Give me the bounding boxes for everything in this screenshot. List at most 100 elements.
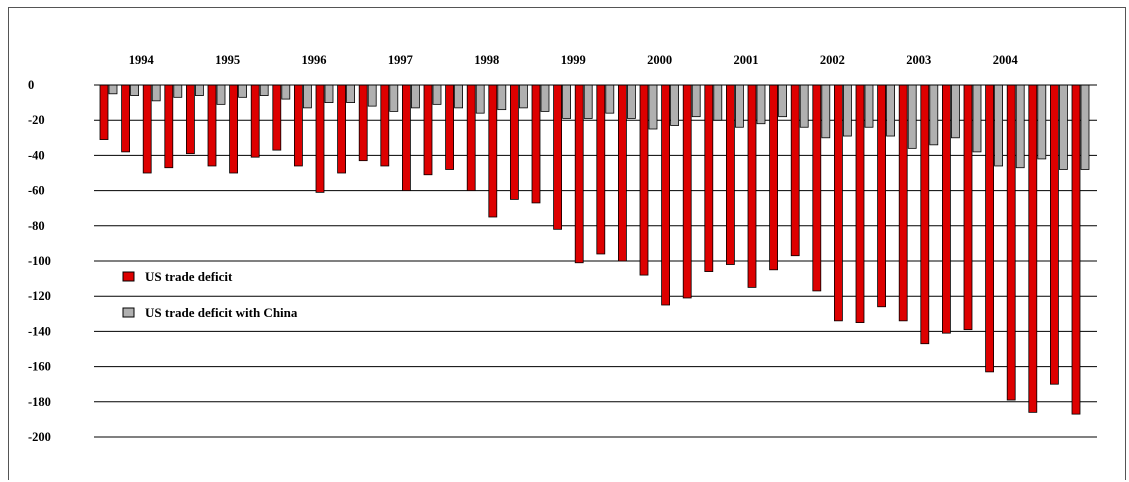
chart-frame bbox=[8, 7, 1126, 480]
bar-us-trade-deficit bbox=[769, 84, 778, 271]
bar-us-trade-deficit bbox=[834, 84, 843, 322]
bar-us-trade-deficit bbox=[1028, 84, 1038, 413]
bar-us-trade-deficit bbox=[963, 84, 973, 331]
bar-us-trade-deficit bbox=[164, 84, 174, 169]
gridlines bbox=[94, 119, 1097, 438]
bar-us-trade-deficit-china bbox=[475, 84, 485, 114]
bar-us-trade-deficit bbox=[661, 84, 670, 306]
bar-us-trade-deficit bbox=[855, 84, 865, 324]
bar-us-trade-deficit-china bbox=[929, 84, 939, 146]
bar-us-trade-deficit bbox=[293, 84, 303, 167]
bar-us-trade-deficit bbox=[898, 84, 908, 322]
bar-us-trade-deficit-china bbox=[497, 84, 507, 111]
x-tick-label-year: 1994 bbox=[129, 53, 155, 67]
year-labels: 1994 1995 1996 1997 1998 1999 2000 2001 2002 2003… bbox=[129, 53, 1019, 67]
bar-us-trade-deficit-china bbox=[432, 84, 442, 105]
bar-us-trade-deficit bbox=[337, 84, 347, 174]
x-tick-label-year: 2000 bbox=[647, 53, 672, 67]
x-tick-label-year: 1998 bbox=[474, 53, 499, 67]
bar-us-trade-deficit bbox=[358, 84, 368, 162]
x-tick-label-year: 1996 bbox=[302, 53, 327, 67]
bar-us-trade-deficit-china bbox=[238, 84, 248, 98]
bar-us-trade-deficit bbox=[380, 84, 390, 167]
bar-us-trade-deficit-china bbox=[821, 84, 831, 139]
bar-us-trade-deficit bbox=[509, 84, 519, 200]
bar-us-trade-deficit bbox=[790, 84, 800, 257]
bar-us-trade-deficit bbox=[985, 84, 994, 373]
x-tick-label-year: 1995 bbox=[215, 53, 240, 67]
bar-us-trade-deficit-china bbox=[410, 84, 420, 109]
bar-us-trade-deficit-china bbox=[389, 84, 399, 112]
bars bbox=[99, 84, 1090, 415]
bar-us-trade-deficit-china bbox=[735, 84, 744, 128]
y-tick-label: -200 bbox=[28, 430, 51, 444]
legend-swatch-us-trade-deficit bbox=[122, 271, 135, 282]
bar-us-trade-deficit-china bbox=[1059, 84, 1068, 170]
x-tick-label-year: 1997 bbox=[388, 53, 413, 67]
bar-us-trade-deficit bbox=[1071, 84, 1081, 415]
y-tick-label: -180 bbox=[28, 395, 51, 409]
bar-us-trade-deficit bbox=[185, 84, 195, 155]
bar-us-trade-deficit bbox=[445, 84, 455, 170]
x-tick-label-year: 2003 bbox=[906, 53, 931, 67]
bar-us-trade-deficit bbox=[99, 84, 109, 140]
bar-us-trade-deficit-china bbox=[540, 84, 550, 112]
bar-us-trade-deficit bbox=[315, 84, 325, 193]
bar-us-trade-deficit-china bbox=[605, 84, 615, 114]
bar-us-trade-deficit bbox=[488, 84, 498, 218]
y-tick-label: -140 bbox=[28, 324, 51, 338]
bar-us-trade-deficit-china bbox=[713, 84, 723, 121]
y-tick-label: -100 bbox=[28, 254, 51, 268]
bar-us-trade-deficit bbox=[618, 84, 627, 262]
bar-us-trade-deficit-china bbox=[799, 84, 809, 128]
bar-us-trade-deficit bbox=[250, 84, 260, 158]
bar-us-trade-deficit bbox=[531, 84, 541, 204]
bar-us-trade-deficit-china bbox=[1037, 84, 1047, 160]
bar-us-trade-deficit-china bbox=[194, 84, 204, 96]
bar-us-trade-deficit-china bbox=[367, 84, 377, 107]
bar-us-trade-deficit bbox=[747, 84, 757, 288]
bar-us-trade-deficit bbox=[207, 84, 217, 167]
bar-us-trade-deficit bbox=[272, 84, 282, 151]
bar-us-trade-deficit bbox=[553, 84, 562, 230]
bar-us-trade-deficit bbox=[423, 84, 433, 176]
bar-us-trade-deficit bbox=[596, 84, 606, 255]
bar-us-trade-deficit-china bbox=[994, 84, 1003, 167]
bar-us-trade-deficit-china bbox=[670, 84, 679, 126]
bar-us-trade-deficit-china bbox=[864, 84, 874, 128]
bar-us-trade-deficit-china bbox=[151, 84, 161, 102]
bar-us-trade-deficit-china bbox=[302, 84, 312, 109]
bar-us-trade-deficit-china bbox=[130, 84, 140, 96]
y-tick-label: -20 bbox=[28, 113, 45, 127]
bar-us-trade-deficit bbox=[920, 84, 930, 345]
y-tick-label: -40 bbox=[28, 148, 45, 162]
y-tick-label: -60 bbox=[28, 184, 45, 198]
bar-us-trade-deficit-china bbox=[886, 84, 895, 137]
bar-us-trade-deficit-china bbox=[972, 84, 982, 153]
bar-us-trade-deficit-china bbox=[216, 84, 226, 105]
x-tick-label-year: 2004 bbox=[993, 53, 1019, 67]
bar-us-trade-deficit-china bbox=[627, 84, 636, 119]
bar-us-trade-deficit-china bbox=[324, 84, 334, 104]
bar-us-trade-deficit bbox=[942, 84, 951, 334]
y-tick-label: -160 bbox=[28, 360, 51, 374]
bar-us-trade-deficit bbox=[726, 84, 735, 265]
y-axis-ticks: 0 -20 -40 -60 -80 -100 -120 -140 -160 -180 -200 bbox=[28, 78, 51, 444]
bar-us-trade-deficit-china bbox=[648, 84, 658, 130]
legend: US trade deficit US trade deficit with C… bbox=[122, 269, 298, 320]
y-tick-label: 0 bbox=[28, 78, 34, 92]
y-tick-label: -120 bbox=[28, 289, 51, 303]
bar-us-trade-deficit bbox=[229, 84, 239, 174]
bar-us-trade-deficit bbox=[704, 84, 714, 272]
bar-us-trade-deficit-china bbox=[519, 84, 528, 109]
x-tick-label-year: 1999 bbox=[561, 53, 586, 67]
bar-us-trade-deficit-china bbox=[281, 84, 291, 100]
x-tick-label-year: 2001 bbox=[734, 53, 759, 67]
bar-us-trade-deficit bbox=[1050, 84, 1059, 385]
bar-us-trade-deficit bbox=[682, 84, 692, 299]
bar-us-trade-deficit-china bbox=[778, 84, 787, 118]
bar-us-trade-deficit-china bbox=[108, 84, 118, 95]
bar-us-trade-deficit-china bbox=[907, 84, 917, 149]
legend-label-us-trade-deficit: US trade deficit bbox=[145, 269, 233, 284]
